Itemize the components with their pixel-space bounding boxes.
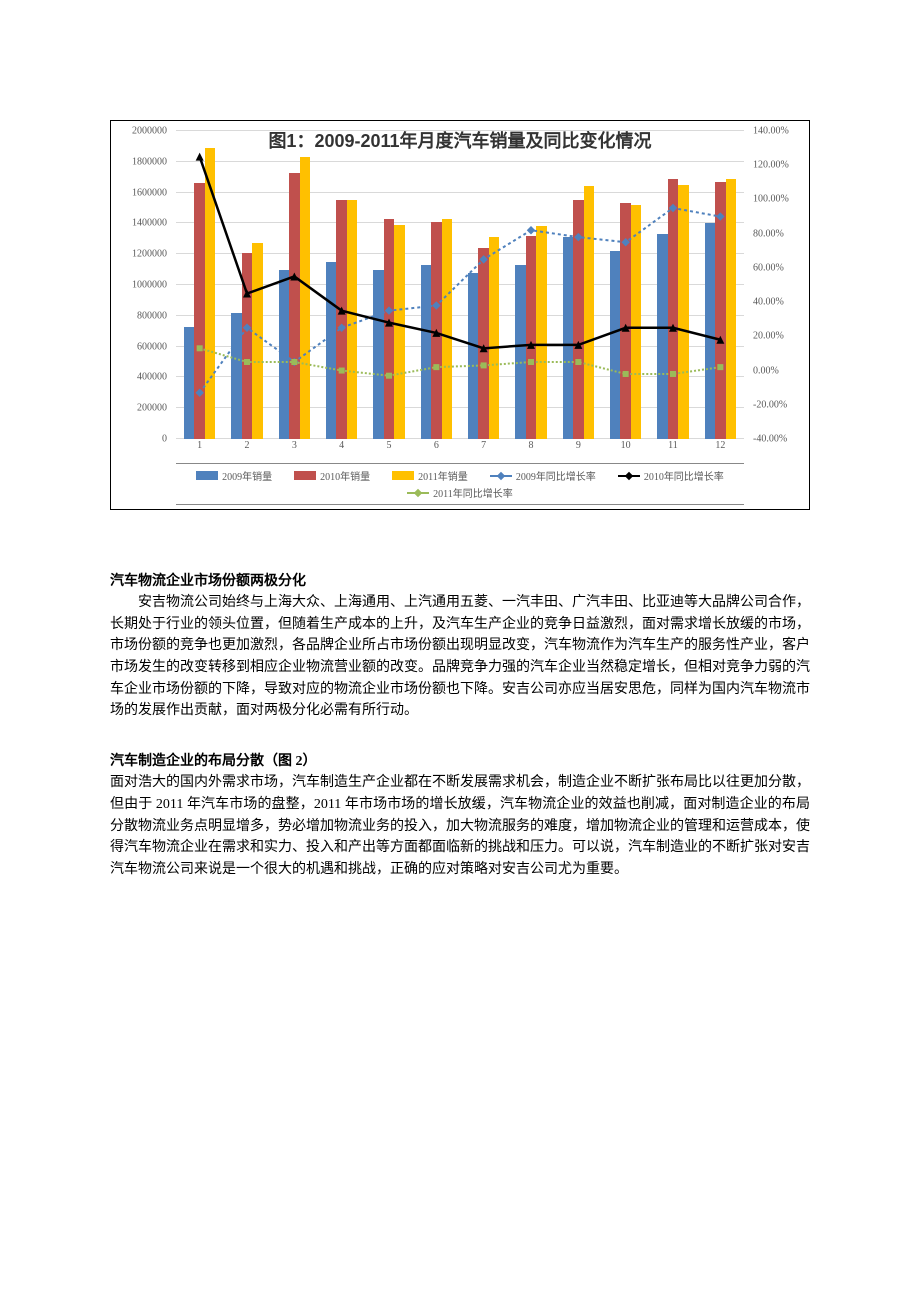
legend-swatch (407, 492, 429, 494)
marker-2011年同比增长率 (575, 359, 581, 365)
legend-label: 2011年销量 (418, 468, 468, 483)
y-right-tick: 20.00% (753, 331, 784, 342)
legend-label: 2010年同比增长率 (644, 468, 724, 483)
marker-2009年同比增长率 (432, 301, 440, 309)
marker-2011年同比增长率 (481, 362, 487, 368)
legend-item: 2009年同比增长率 (490, 468, 596, 483)
section1-body: 安吉物流公司始终与上海大众、上海通用、上汽通用五菱、一汽丰田、广汽丰田、比亚迪等… (110, 592, 810, 722)
legend-label: 2009年销量 (222, 468, 272, 483)
legend-label: 2009年同比增长率 (516, 468, 596, 483)
marker-2009年同比增长率 (479, 255, 487, 263)
marker-2011年同比增长率 (386, 373, 392, 379)
y-right-tick: 140.00% (753, 126, 789, 137)
marker-2009年同比增长率 (716, 212, 724, 220)
legend-item: 2010年销量 (294, 468, 370, 483)
x-tick: 5 (387, 440, 392, 451)
line-2009年同比增长率 (200, 208, 721, 393)
y-right-tick: 0.00% (753, 365, 779, 376)
y-axis-right: -40.00%-20.00%0.00%20.00%40.00%60.00%80.… (749, 131, 809, 439)
legend-item: 2009年销量 (196, 468, 272, 483)
marker-2011年同比增长率 (670, 371, 676, 377)
x-axis: 123456789101112 (176, 440, 744, 454)
marker-2011年同比增长率 (528, 359, 534, 365)
line-2011年同比增长率 (200, 348, 721, 375)
marker-2011年同比增长率 (291, 359, 297, 365)
line-2010年同比增长率 (200, 157, 721, 349)
y-left-tick: 200000 (137, 403, 167, 414)
y-left-tick: 0 (162, 434, 167, 445)
plot-area (176, 131, 744, 439)
marker-2009年同比增长率 (574, 233, 582, 241)
legend-swatch (618, 475, 640, 477)
x-tick: 8 (529, 440, 534, 451)
y-left-tick: 1600000 (132, 187, 167, 198)
y-left-tick: 2000000 (132, 126, 167, 137)
y-right-tick: 100.00% (753, 194, 789, 205)
legend-label: 2010年销量 (320, 468, 370, 483)
marker-2011年同比增长率 (244, 359, 250, 365)
legend-item: 2011年同比增长率 (407, 485, 513, 500)
y-right-tick: -40.00% (753, 434, 787, 445)
legend-swatch (392, 471, 414, 480)
marker-2011年同比增长率 (433, 364, 439, 370)
x-tick: 6 (434, 440, 439, 451)
monthly-sales-chart: 图1：2009-2011年月度汽车销量及同比变化情况 0200000400000… (110, 120, 810, 510)
y-right-tick: 40.00% (753, 297, 784, 308)
y-left-tick: 800000 (137, 310, 167, 321)
marker-2009年同比增长率 (385, 306, 393, 314)
section2-heading: 汽车制造企业的布局分散（图 2） (110, 750, 810, 770)
section2-body: 面对浩大的国内外需求市场，汽车制造生产企业都在不断发展需求机会，制造企业不断扩张… (110, 772, 810, 880)
y-left-tick: 1000000 (132, 280, 167, 291)
y-right-tick: 120.00% (753, 160, 789, 171)
legend-item: 2010年同比增长率 (618, 468, 724, 483)
legend-swatch (196, 471, 218, 480)
y-left-tick: 600000 (137, 341, 167, 352)
x-tick: 3 (292, 440, 297, 451)
y-left-tick: 400000 (137, 372, 167, 383)
marker-2009年同比增长率 (195, 389, 203, 397)
x-tick: 12 (715, 440, 725, 451)
marker-2011年同比增长率 (717, 364, 723, 370)
y-right-tick: 60.00% (753, 262, 784, 273)
y-left-tick: 1200000 (132, 249, 167, 260)
legend-item: 2011年销量 (392, 468, 468, 483)
x-tick: 11 (668, 440, 678, 451)
x-tick: 1 (197, 440, 202, 451)
marker-2010年同比增长率 (196, 153, 204, 161)
y-right-tick: 80.00% (753, 228, 784, 239)
x-tick: 9 (576, 440, 581, 451)
y-left-tick: 1800000 (132, 156, 167, 167)
x-tick: 4 (339, 440, 344, 451)
marker-2011年同比增长率 (623, 371, 629, 377)
x-tick: 2 (245, 440, 250, 451)
legend-swatch (294, 471, 316, 480)
marker-2011年同比增长率 (339, 368, 345, 374)
chart-legend: 2009年销量 2010年销量 2011年销量 2009年同比增长率 2010年同比增长… (176, 463, 744, 505)
y-axis-left: 0200000400000600000800000100000012000001… (111, 131, 171, 439)
marker-2009年同比增长率 (527, 226, 535, 234)
section1-heading: 汽车物流企业市场份额两极分化 (110, 570, 810, 590)
legend-label: 2011年同比增长率 (433, 485, 513, 500)
x-tick: 10 (621, 440, 631, 451)
x-tick: 7 (481, 440, 486, 451)
marker-2011年同比增长率 (197, 345, 203, 351)
legend-swatch (490, 475, 512, 477)
y-right-tick: -20.00% (753, 399, 787, 410)
y-left-tick: 1400000 (132, 218, 167, 229)
